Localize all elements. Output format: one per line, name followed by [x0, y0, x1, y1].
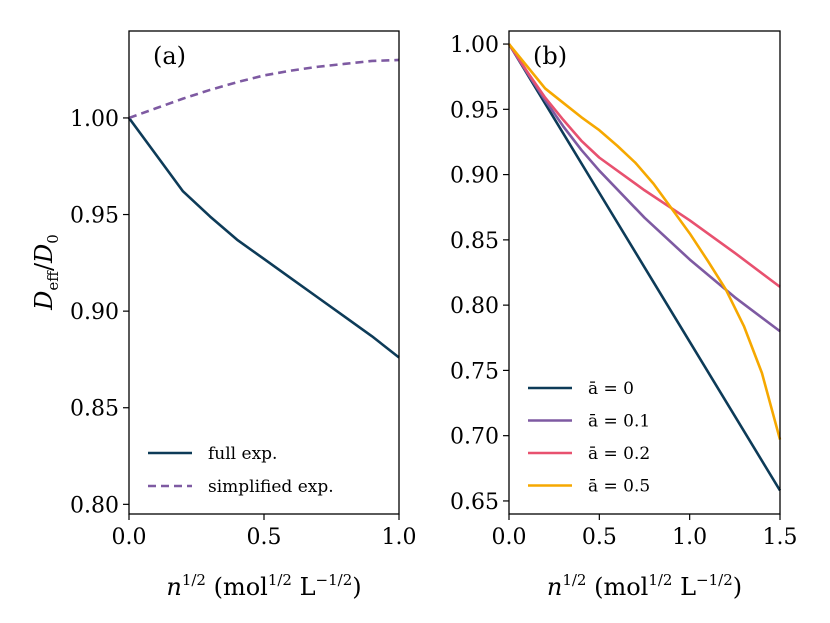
panel-a-tag: (a) — [153, 42, 186, 70]
panel-b-frame — [508, 30, 781, 515]
x-tick-label: 0.5 — [247, 525, 282, 550]
y-tick-label: 0.80 — [70, 493, 119, 518]
panel-a-frame — [128, 30, 400, 515]
x-tick-label: 0.0 — [112, 525, 147, 550]
x-tick-label: 1.0 — [382, 525, 417, 550]
y-tick-label: 0.85 — [70, 397, 119, 422]
y-tick-label: 0.95 — [450, 98, 499, 123]
series-line-4 — [507, 43, 782, 440]
series-line-3 — [507, 43, 781, 288]
y-tick-label: 0.90 — [450, 164, 499, 189]
series-line-1 — [507, 43, 782, 492]
x-tick-label: 0.0 — [492, 525, 527, 550]
y-tick-label: 0.95 — [70, 204, 119, 229]
legend-label: ā = 0.1 — [588, 412, 650, 432]
series-line-1 — [127, 117, 400, 359]
panel-a-series — [127, 58, 400, 359]
panel-a-y-axis-label: Deff/D0 — [30, 234, 62, 311]
legend-label: ā = 0.5 — [588, 477, 650, 497]
panel-b: 0.0 0.5 1.0 1.5 0.65 0.70 0.75 0.80 0.85 0.90 0.95… — [450, 30, 798, 601]
x-tick-label: 0.5 — [582, 525, 617, 550]
panel-a-legend: full exp. simplified exp. — [148, 444, 334, 497]
legend-label: ā = 0.2 — [588, 444, 650, 464]
legend-label: ā = 0 — [588, 379, 634, 399]
y-tick-label: 1.00 — [450, 33, 499, 58]
y-tick-label: 0.75 — [450, 359, 499, 384]
y-tick-label: 0.65 — [450, 490, 499, 515]
panel-a: 0.0 0.5 1.0 0.80 0.85 0.90 0.95 1.00 (a) full e… — [30, 30, 417, 601]
y-tick-label: 0.90 — [70, 300, 119, 325]
panel-b-ticks: 0.0 0.5 1.0 1.5 0.65 0.70 0.75 0.80 0.85 0.90 0.95… — [450, 33, 797, 550]
y-tick-label: 0.70 — [450, 425, 499, 450]
x-tick-label: 1.5 — [763, 525, 798, 550]
x-tick-label: 1.0 — [672, 525, 707, 550]
y-tick-label: 0.85 — [450, 229, 499, 254]
y-tick-label: 1.00 — [70, 107, 119, 132]
y-tick-label: 0.80 — [450, 294, 499, 319]
panel-b-tag: (b) — [533, 42, 567, 70]
panel-b-x-axis-label: n1/2 (mol1/2 L−1/2) — [547, 571, 742, 601]
series-line-2 — [507, 43, 781, 333]
panel-a-x-axis-label: n1/2 (mol1/2 L−1/2) — [166, 571, 361, 601]
panel-b-series — [507, 43, 782, 492]
panel-b-legend: ā = 0 ā = 0.1 ā = 0.2 ā = 0.5 — [528, 379, 650, 497]
panel-a-ticks: 0.0 0.5 1.0 0.80 0.85 0.90 0.95 1.00 — [70, 107, 416, 550]
legend-label: simplified exp. — [208, 477, 334, 497]
legend-label: full exp. — [208, 444, 277, 464]
